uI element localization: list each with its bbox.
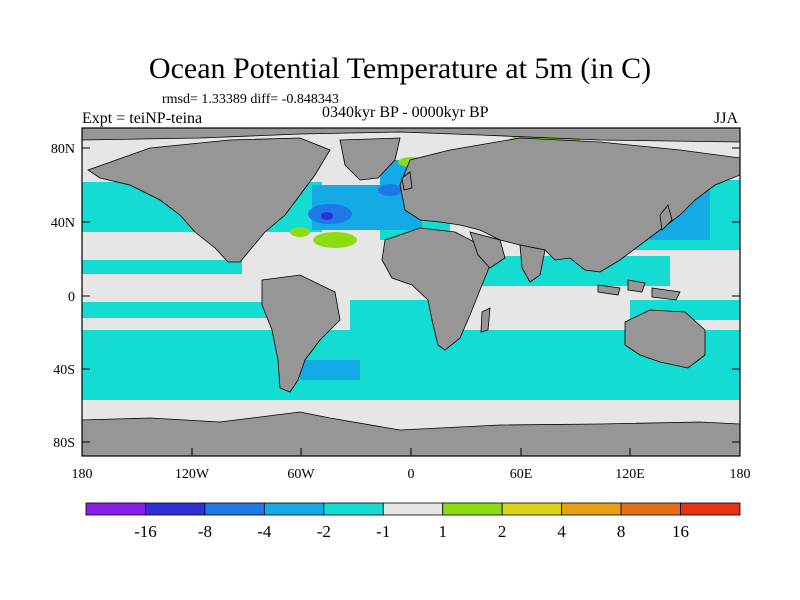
lon-label: 120E [615, 467, 645, 482]
cooling-strongest-regions [321, 212, 333, 220]
colorbar-label: -8 [198, 522, 212, 541]
lat-label: 0 [68, 290, 75, 305]
period-label: 0340kyr BP - 0000kyr BP [322, 104, 489, 121]
colorbar-label: 1 [438, 522, 447, 541]
colorbar: -16 -8 -4 -2 -1 1 2 4 8 16 [85, 502, 741, 541]
lon-label: 60E [510, 467, 533, 482]
lat-label: 40S [53, 363, 75, 378]
map-title: Ocean Potential Temperature at 5m (in C) [148, 52, 652, 85]
colorbar-swatch [85, 502, 146, 516]
colorbar-label: -4 [257, 522, 272, 541]
colorbar-label: -16 [134, 522, 157, 541]
lat-label: 40N [51, 216, 75, 231]
colorbar-label: 8 [617, 522, 626, 541]
colorbar-swatch [263, 502, 325, 516]
land-masses [82, 128, 740, 456]
colorbar-label: 2 [498, 522, 507, 541]
lat-label: 80S [53, 436, 75, 451]
lon-label: 180 [72, 467, 93, 482]
colorbar-label: -2 [317, 522, 331, 541]
experiment-label: Expt = teiNP-teina [82, 110, 203, 127]
lon-label: 180 [730, 467, 751, 482]
colorbar-swatch [442, 502, 503, 516]
lat-label: 80N [51, 142, 75, 157]
season-label: JJA [714, 110, 739, 127]
longitude-axis: 180 120W 60W 0 60E 120E 180 [72, 448, 751, 482]
colorbar-swatch [145, 502, 206, 516]
colorbar-swatch [620, 502, 681, 516]
colorbar-swatch [680, 502, 741, 516]
colorbar-swatch [501, 502, 563, 516]
colorbar-swatch [382, 502, 444, 516]
colorbar-swatch [323, 502, 384, 516]
colorbar-label: 4 [557, 522, 566, 541]
lon-label: 60W [287, 467, 315, 482]
lon-label: 120W [175, 467, 210, 482]
lon-label: 0 [408, 467, 415, 482]
colorbar-label: -1 [376, 522, 390, 541]
rmsd-diff-stats: rmsd= 1.33389 diff= -0.848343 [162, 92, 339, 107]
colorbar-label: 16 [672, 522, 689, 541]
colorbar-swatch [204, 502, 265, 516]
colorbar-swatch [561, 502, 622, 516]
latitude-axis: 80N 40N 0 40S 80S [51, 142, 740, 451]
